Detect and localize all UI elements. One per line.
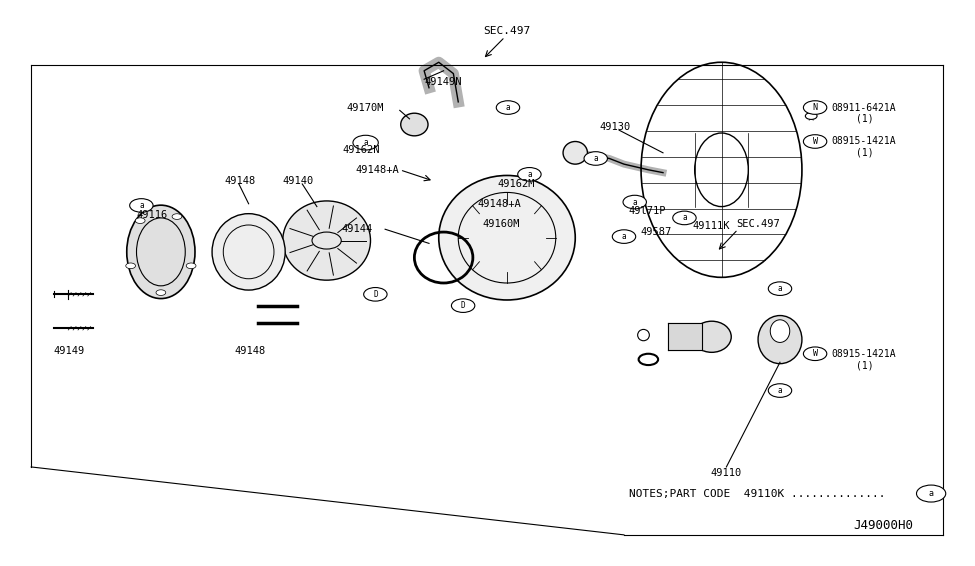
Circle shape [612, 230, 636, 243]
Ellipse shape [692, 321, 731, 352]
Ellipse shape [564, 142, 587, 164]
Text: (1): (1) [856, 148, 874, 158]
Text: 49116: 49116 [136, 210, 168, 220]
Text: 49148: 49148 [234, 346, 265, 356]
Ellipse shape [401, 113, 428, 136]
Circle shape [136, 218, 145, 224]
Text: N: N [812, 103, 818, 112]
Text: W: W [812, 137, 818, 146]
Circle shape [451, 299, 475, 312]
Text: 49140: 49140 [283, 176, 314, 186]
Circle shape [496, 101, 520, 114]
Text: NOTES;PART CODE  49110K ..............: NOTES;PART CODE 49110K .............. [629, 488, 885, 499]
Circle shape [673, 211, 696, 225]
Text: SEC.497: SEC.497 [484, 26, 530, 36]
Ellipse shape [283, 201, 370, 280]
Text: 49144: 49144 [341, 224, 372, 234]
Text: 49111K: 49111K [692, 221, 729, 231]
Text: a: a [527, 170, 531, 179]
Text: 49148+A: 49148+A [478, 199, 522, 209]
Text: 49110: 49110 [711, 468, 742, 478]
Circle shape [803, 347, 827, 361]
Circle shape [768, 282, 792, 295]
Text: 08911-6421A: 08911-6421A [832, 102, 896, 113]
Circle shape [156, 290, 166, 295]
Ellipse shape [770, 320, 790, 342]
Text: 49162M: 49162M [497, 179, 534, 189]
Text: 49130: 49130 [600, 122, 631, 132]
Circle shape [186, 263, 196, 269]
Ellipse shape [127, 205, 195, 298]
Ellipse shape [759, 316, 801, 364]
Text: 49148+A: 49148+A [356, 165, 400, 175]
Text: 49162N: 49162N [342, 145, 379, 155]
Text: a: a [633, 198, 637, 207]
Text: a: a [682, 213, 686, 222]
Text: W: W [812, 349, 818, 358]
Text: 49587: 49587 [641, 227, 672, 237]
Circle shape [364, 288, 387, 301]
Text: D: D [373, 290, 377, 299]
Ellipse shape [213, 213, 285, 290]
Text: SEC.497: SEC.497 [736, 218, 780, 229]
Text: a: a [778, 284, 782, 293]
Ellipse shape [439, 175, 575, 300]
Text: 49149N: 49149N [424, 77, 461, 87]
Circle shape [623, 195, 646, 209]
Text: a: a [928, 489, 934, 498]
Text: 49160M: 49160M [483, 218, 520, 229]
Text: a: a [506, 103, 510, 112]
Text: (1): (1) [856, 114, 874, 124]
Text: 08915-1421A: 08915-1421A [832, 349, 896, 359]
Circle shape [353, 135, 378, 150]
Text: (1): (1) [856, 360, 874, 370]
Text: J49000H0: J49000H0 [853, 519, 914, 531]
Circle shape [130, 199, 153, 212]
Ellipse shape [638, 329, 649, 341]
Text: 49149: 49149 [54, 346, 85, 356]
Text: a: a [139, 201, 143, 210]
Text: 08915-1421A: 08915-1421A [832, 136, 896, 147]
Text: 49148: 49148 [224, 176, 255, 186]
Text: a: a [622, 232, 626, 241]
Text: 49170M: 49170M [346, 102, 383, 113]
Circle shape [126, 263, 136, 269]
Text: 49l71P: 49l71P [629, 205, 666, 216]
Circle shape [916, 485, 946, 502]
Circle shape [584, 152, 607, 165]
Text: a: a [364, 138, 368, 147]
Circle shape [768, 384, 792, 397]
Circle shape [803, 101, 827, 114]
Circle shape [518, 168, 541, 181]
Text: a: a [594, 154, 598, 163]
Text: a: a [778, 386, 782, 395]
Circle shape [173, 214, 182, 220]
Text: D: D [461, 301, 465, 310]
Circle shape [803, 135, 827, 148]
Circle shape [805, 113, 817, 119]
